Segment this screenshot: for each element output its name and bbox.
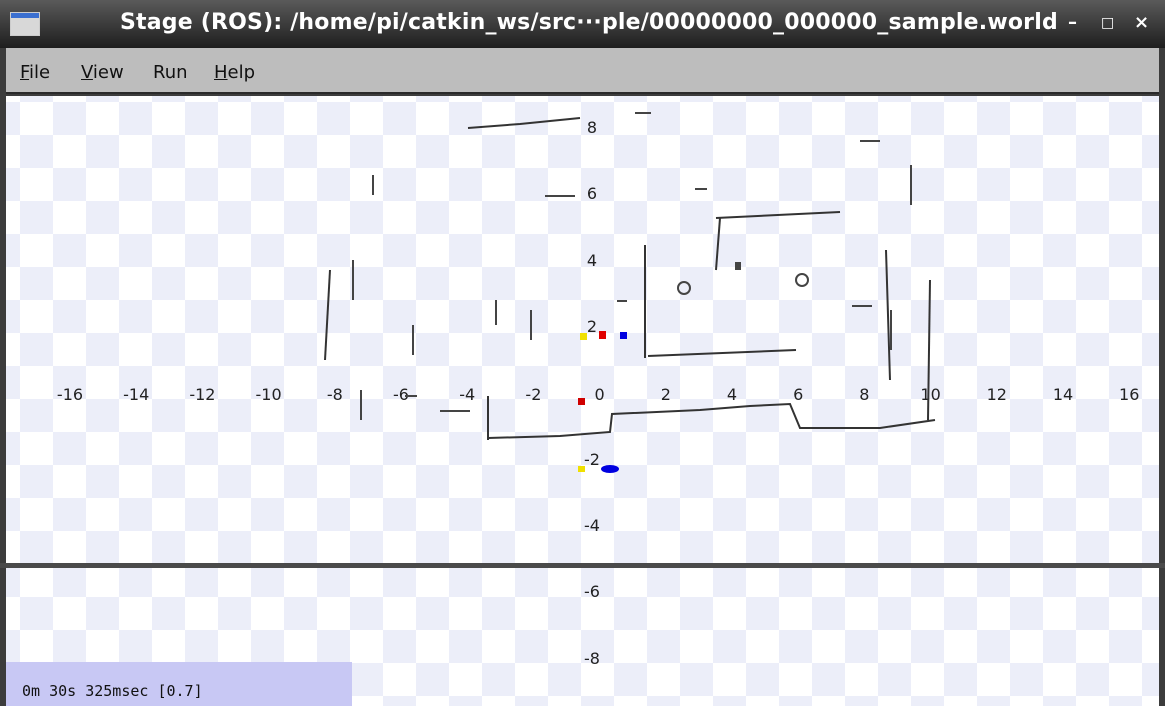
stage-canvas[interactable]: -16 -14 -12 -10 -8 -6 -4 -2 0 2 4 6 8 10 12 14 16 8 6 4 2 -2… [6,96,1159,706]
x-tick-label: 14 [1053,385,1073,404]
map-scatter [352,112,912,420]
wall-segment [927,279,931,421]
menu-view-mnemonic: V [81,62,93,83]
y-tick-label: -8 [584,649,600,668]
x-tick-label: -8 [327,385,343,404]
robot-blue-marker [620,332,627,339]
x-tick-label: -10 [256,385,282,404]
menu-view-label: iew [92,62,124,83]
minimize-icon[interactable]: – [1068,12,1077,33]
room-wall-south [487,402,936,439]
y-tick-label: 6 [587,184,597,203]
wall-segment [324,269,331,361]
status-bar: 0m 30s 325msec [0.7] [6,662,352,706]
x-tick-label: 10 [920,385,940,404]
menu-help[interactable]: Help [214,62,255,83]
y-axis-labels: 8 6 4 2 -2 -4 -6 -8 [584,118,600,668]
window-title: Stage (ROS): /home/pi/catkin_ws/src···pl… [120,10,1058,35]
x-tick-label: 6 [793,385,803,404]
y-tick-label: -6 [584,582,600,601]
x-tick-label: -14 [123,385,149,404]
y-tick-label: 4 [587,251,597,270]
menu-help-label: elp [227,62,256,83]
menu-view[interactable]: View [81,62,124,83]
y-tick-label: -2 [584,450,600,469]
room-wall-bottom [647,349,797,357]
x-tick-label: -16 [57,385,83,404]
map-walls [324,117,936,440]
panel-separator[interactable] [0,563,1165,568]
x-tick-label: 12 [987,385,1007,404]
x-tick-label: 2 [661,385,671,404]
menu-file[interactable]: File [20,62,50,83]
wall-segment [467,117,581,129]
title-bar[interactable]: Stage (ROS): /home/pi/catkin_ws/src···pl… [0,0,1165,48]
menu-help-mnemonic: H [214,62,228,83]
wall-segment [715,217,721,271]
menu-run-label: Run [153,62,188,83]
x-tick-label: -6 [393,385,409,404]
robot-markers [578,331,627,473]
y-tick-label: -4 [584,516,600,535]
room-wall-top [715,211,841,219]
x-tick-label: -4 [459,385,475,404]
x-tick-label: 0 [595,385,605,404]
x-axis-labels: -16 -14 -12 -10 -8 -6 -4 -2 0 2 4 6 8 10 12 14 16 [57,385,1139,404]
y-tick-label: 8 [587,118,597,137]
menu-bar: File View Run Help [6,48,1159,94]
goal-red-marker [578,398,585,405]
menu-file-mnemonic: F [20,62,30,83]
x-tick-label: 8 [859,385,869,404]
x-tick-label: -12 [189,385,215,404]
stage-app-icon[interactable] [10,12,40,36]
close-icon[interactable]: × [1134,12,1150,33]
sim-clock: 0m 30s 325msec [0.7] [22,682,203,700]
wall-segment [885,249,891,381]
x-tick-label: 4 [727,385,737,404]
robot-red-marker [599,331,606,339]
x-tick-label: 16 [1119,385,1139,404]
x-tick-label: -2 [525,385,541,404]
robot-yellow-start-marker [578,466,585,472]
robot-yellow-marker [580,333,587,340]
maximize-icon[interactable]: □ [1101,15,1115,31]
y-tick-label: 2 [587,317,597,336]
world-map[interactable]: -16 -14 -12 -10 -8 -6 -4 -2 0 2 4 6 8 10 12 14 16 8 6 4 2 -2… [6,96,1159,706]
menu-file-label: ile [29,62,51,83]
menu-run[interactable]: Run [153,62,188,83]
robot-blue-start-marker [601,465,619,473]
